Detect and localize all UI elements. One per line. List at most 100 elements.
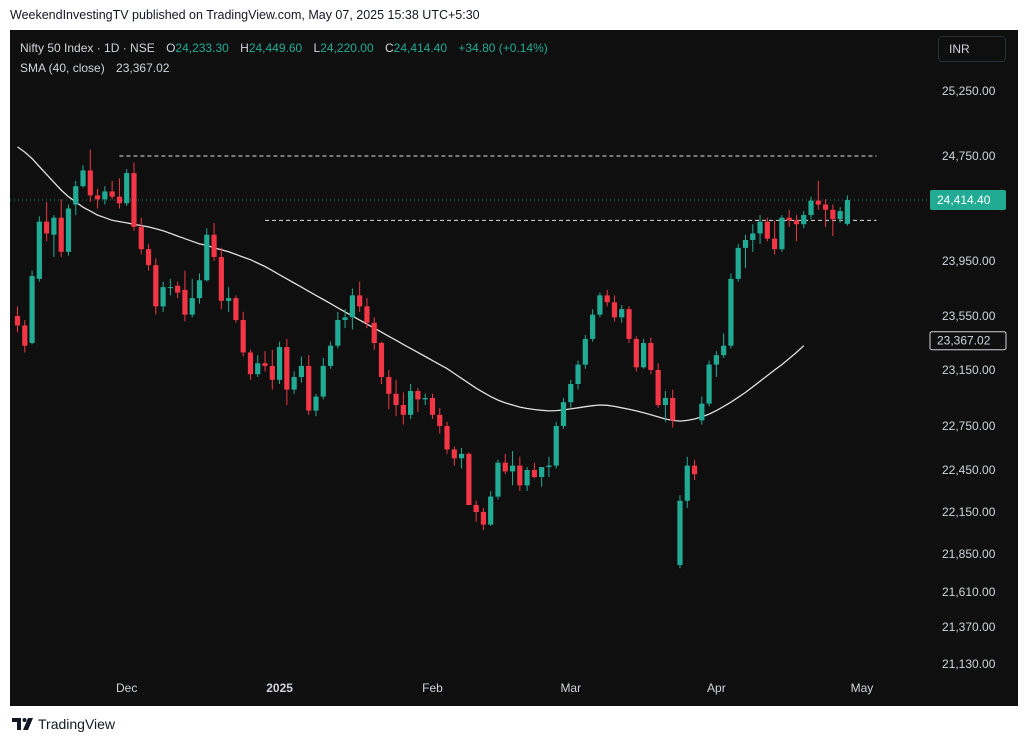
candle-body [226, 298, 232, 301]
candle-body [284, 347, 290, 390]
candle-body [29, 276, 35, 343]
x-axis-tick-label: May [851, 681, 874, 695]
candle-body [196, 280, 203, 299]
candle-body [400, 405, 406, 415]
tradingview-logo[interactable]: TradingView [12, 716, 115, 732]
x-axis-tick-label: Apr [707, 681, 726, 695]
candle-body [801, 215, 807, 225]
candle-body [786, 217, 792, 221]
candle-body [633, 338, 639, 368]
candle-body [742, 240, 749, 248]
footer-bar: TradingView [0, 706, 1024, 742]
candle-body [735, 247, 741, 279]
candle-body [342, 317, 348, 321]
candle-body [837, 211, 843, 219]
candle-body [124, 173, 130, 204]
candle-body [255, 363, 261, 375]
tradingview-logo-icon [12, 718, 33, 730]
last-price-badge [930, 190, 1006, 211]
candle-body [568, 384, 574, 403]
low-value: 24,220.00 [320, 41, 374, 55]
candle-body [335, 320, 341, 346]
candle-body [684, 465, 690, 501]
currency-button[interactable]: INR [938, 36, 1006, 62]
candle-body [604, 295, 610, 303]
candle-body [131, 173, 137, 227]
candle-body [524, 470, 530, 486]
candle-body [844, 200, 851, 224]
candle-body [626, 309, 632, 339]
candle-body [706, 364, 712, 404]
candle-body [306, 365, 312, 411]
y-axis-tick-label: 22,150.00 [942, 505, 996, 519]
y-axis-tick-label: 21,130.00 [942, 657, 996, 671]
candle-body [14, 316, 21, 326]
candle-body [699, 403, 705, 421]
close-label: C [384, 41, 394, 55]
candle-body [349, 295, 355, 318]
candle-body [757, 221, 763, 234]
candle-body [502, 462, 508, 472]
y-axis-tick-label: 22,450.00 [942, 463, 996, 477]
symbol-name[interactable]: Nifty 50 Index · 1D · NSE [20, 41, 155, 55]
sma-row[interactable]: SMA (40, close) 23,367.02 [20, 58, 548, 78]
candle-body [444, 426, 450, 450]
y-axis-tick-label: 25,250.00 [942, 84, 996, 98]
candle-body [51, 217, 57, 235]
candle-body [677, 500, 683, 566]
candle-body [160, 287, 166, 307]
candle-body [458, 453, 465, 459]
candle-body [276, 347, 283, 380]
candle-body [189, 298, 195, 315]
candle-body [36, 221, 42, 279]
candle-body [22, 325, 28, 346]
last-price-badge-text: 24,414.40 [937, 193, 991, 207]
candle-body [109, 191, 115, 197]
candle-body [466, 453, 472, 505]
close-value: 24,414.40 [393, 41, 448, 55]
candle-body [408, 391, 414, 415]
y-axis-tick-label: 23,550.00 [942, 309, 996, 323]
candle-body [44, 221, 50, 234]
candle-body [94, 195, 101, 200]
candle-body [116, 196, 123, 204]
x-axis-tick-label: 2025 [266, 681, 293, 695]
candle-body [153, 265, 159, 307]
candle-body [764, 221, 770, 239]
x-axis-tick-label: Mar [560, 681, 581, 695]
x-axis-tick-label: Dec [116, 681, 137, 695]
sma-price-badge-text: 23,367.02 [937, 334, 991, 348]
sma-price-badge [929, 331, 1007, 351]
tradingview-brand: TradingView [38, 716, 116, 732]
candle-body [480, 512, 487, 525]
candle-body [233, 298, 239, 321]
candle-body [87, 170, 93, 196]
candle-body [218, 257, 224, 301]
candle-body [386, 377, 392, 394]
candle-body [182, 289, 188, 315]
candle-body [619, 309, 625, 318]
candle-body [393, 393, 399, 405]
y-axis-tick-label: 21,370.00 [942, 620, 996, 634]
candle-body [728, 278, 734, 346]
candle-body [357, 295, 363, 307]
ohlc-row: Nifty 50 Index · 1D · NSE O24,233.30 H24… [20, 38, 548, 58]
candle-body [364, 306, 370, 323]
candle-body [429, 398, 436, 415]
low-label: L [313, 41, 321, 55]
candle-body [655, 370, 661, 405]
candle-body [539, 467, 545, 477]
candle-body [517, 465, 523, 486]
candle-body [240, 320, 246, 353]
publisher-line: WeekendInvestingTV published on TradingV… [0, 0, 1024, 30]
candle-body [575, 364, 581, 384]
candle-body [815, 200, 821, 205]
chart-pane[interactable] [10, 30, 1018, 706]
candle-body [204, 234, 210, 281]
candle-body [662, 398, 669, 405]
candle-body [721, 345, 727, 356]
candle-body [378, 343, 385, 377]
candle-body [495, 462, 501, 497]
candle-body [553, 426, 559, 466]
